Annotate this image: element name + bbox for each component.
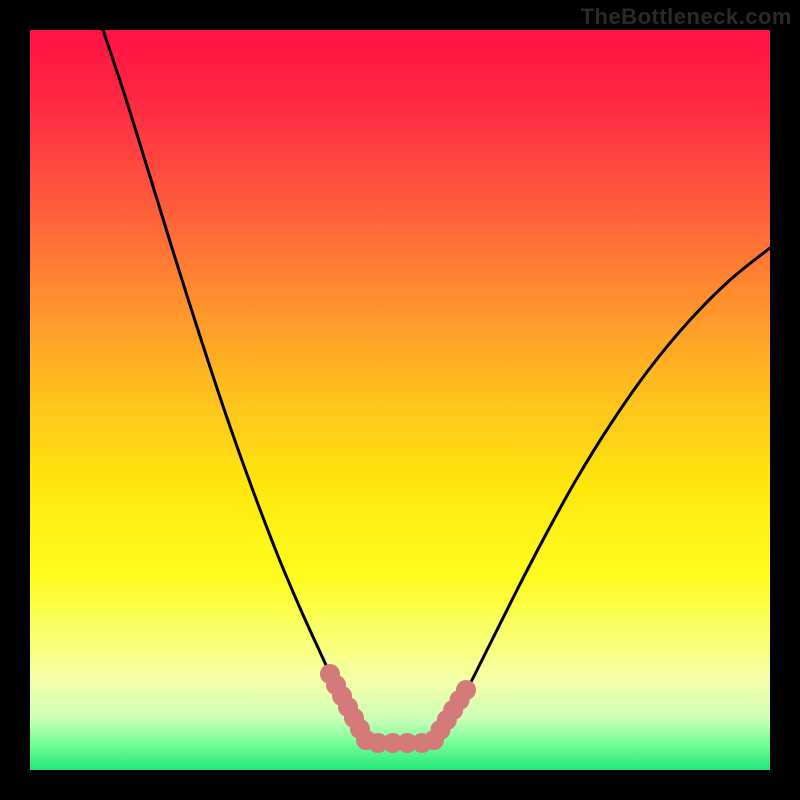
gradient-background xyxy=(30,30,770,770)
watermark-text: TheBottleneck.com xyxy=(581,4,792,30)
plot-area xyxy=(30,30,770,770)
highlight-marker xyxy=(456,680,476,700)
chart-svg xyxy=(30,30,770,770)
